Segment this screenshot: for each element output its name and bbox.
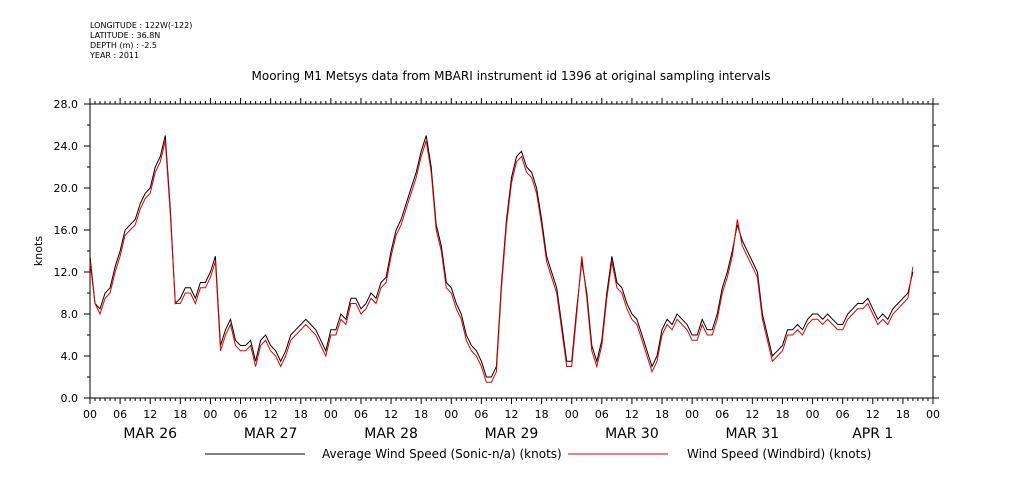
series-line-sonic: [89, 135, 914, 378]
x-tick-label: 00: [565, 408, 579, 421]
x-tick-label: 00: [83, 408, 97, 421]
x-day-label: MAR 27: [244, 426, 298, 442]
x-tick-label: 12: [143, 408, 157, 421]
y-tick-label: 8.0: [61, 308, 79, 321]
x-tick-label: 18: [896, 408, 910, 421]
x-tick-label: 12: [264, 408, 278, 421]
legend-label-windbird: Wind Speed (Windbird) (knots): [687, 447, 871, 461]
y-tick-label: 4.0: [61, 350, 79, 363]
x-day-label: MAR 26: [123, 426, 177, 442]
year-label: YEAR : 2011: [90, 51, 140, 60]
legend-label-sonic: Average Wind Speed (Sonic-n/a) (knots): [322, 447, 562, 461]
x-tick-label: 06: [595, 408, 609, 421]
x-tick-label: 06: [113, 408, 127, 421]
x-tick-label: 06: [474, 408, 488, 421]
x-tick-label: 18: [775, 408, 789, 421]
x-day-label: MAR 28: [364, 426, 418, 442]
x-tick-label: 00: [685, 408, 699, 421]
latitude-label: LATITUDE : 36.8N: [90, 31, 161, 40]
x-day-label: MAR 29: [485, 426, 539, 442]
y-tick-label: 12.0: [54, 266, 79, 279]
x-tick-label: 00: [444, 408, 458, 421]
x-tick-label: 18: [414, 408, 428, 421]
x-tick-label: 00: [203, 408, 217, 421]
axes-layer: 0.0 4.0 8.0 12.0 16.0 20.0 24.0 28.0 00 06 12 18 00 0…: [54, 98, 940, 442]
x-tick-label: 12: [745, 408, 759, 421]
y-tick-label: 28.0: [54, 98, 79, 111]
x-tick-label: 00: [324, 408, 338, 421]
x-day-label: MAR 31: [726, 426, 780, 442]
x-tick-label: 12: [866, 408, 880, 421]
plot-frame: [89, 103, 934, 399]
y-axis-label: knots: [32, 236, 45, 266]
x-tick-label: 18: [294, 408, 308, 421]
x-tick-label: 06: [234, 408, 248, 421]
x-tick-label: 00: [806, 408, 820, 421]
x-tick-label: 18: [655, 408, 669, 421]
x-tick-label: 00: [926, 408, 940, 421]
metadata-header: LONGITUDE : 122W(-122) LATITUDE : 36.8N …: [90, 21, 192, 61]
x-day-label: APR 1: [852, 426, 893, 442]
depth-label: DEPTH (m) : -2.5: [90, 41, 157, 50]
x-tick-label: 18: [535, 408, 549, 421]
series-layer: [89, 135, 914, 383]
series-line-windbird: [89, 140, 914, 383]
y-tick-label: 20.0: [54, 182, 79, 195]
x-tick-label: 06: [354, 408, 368, 421]
x-tick-label: 12: [625, 408, 639, 421]
x-tick-label: 12: [384, 408, 398, 421]
x-tick-label: 12: [505, 408, 519, 421]
longitude-label: LONGITUDE : 122W(-122): [90, 21, 193, 30]
x-tick-label: 06: [715, 408, 729, 421]
y-tick-label: 24.0: [54, 140, 79, 153]
legend: Average Wind Speed (Sonic-n/a) (knots) W…: [205, 447, 871, 461]
x-tick-label: 06: [836, 408, 850, 421]
x-day-label: MAR 30: [605, 426, 659, 442]
chart-title: Mooring M1 Metsys data from MBARI instru…: [252, 69, 771, 83]
y-tick-label: 16.0: [54, 224, 79, 237]
x-tick-label: 18: [173, 408, 187, 421]
y-tick-label: 0.0: [61, 392, 79, 405]
